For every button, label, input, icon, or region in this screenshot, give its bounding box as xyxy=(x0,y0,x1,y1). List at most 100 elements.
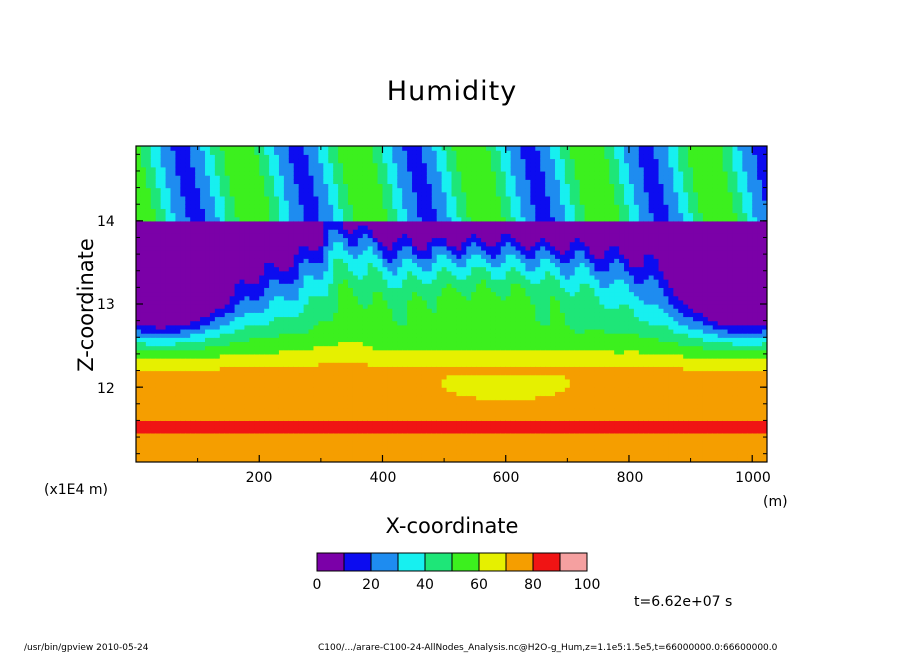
heatmap-cell xyxy=(259,304,265,309)
heatmap-cell xyxy=(303,183,310,189)
heatmap-cell xyxy=(357,262,364,268)
heatmap-cell xyxy=(436,237,443,243)
heatmap-cell xyxy=(224,320,231,326)
heatmap-cell xyxy=(441,333,448,338)
heatmap-cell xyxy=(347,208,354,214)
heatmap-cell xyxy=(303,249,310,255)
heatmap-cell xyxy=(318,341,324,347)
heatmap-cell xyxy=(308,208,315,214)
heatmap-cell xyxy=(426,158,433,164)
heatmap-cell xyxy=(150,407,157,413)
heatmap-cell xyxy=(205,403,211,409)
heatmap-cell xyxy=(170,158,177,164)
heatmap-cell xyxy=(150,220,157,226)
heatmap-cell xyxy=(367,391,374,397)
heatmap-cell xyxy=(205,453,211,459)
heatmap-cell xyxy=(219,416,226,422)
heatmap-cell xyxy=(165,453,172,459)
heatmap-cell xyxy=(214,274,221,280)
heatmap-cell xyxy=(357,449,364,455)
heatmap-cell xyxy=(293,391,300,397)
heatmap-cell xyxy=(136,146,142,151)
heatmap-cell xyxy=(219,216,226,222)
heatmap-cell xyxy=(402,366,408,372)
heatmap-cell xyxy=(165,166,172,172)
heatmap-cell xyxy=(254,274,260,280)
heatmap-cell xyxy=(160,241,167,247)
heatmap-cell xyxy=(234,383,241,388)
heatmap-cell xyxy=(328,362,334,367)
heatmap-cell xyxy=(397,383,403,388)
heatmap-cell xyxy=(249,437,255,442)
heatmap-cell xyxy=(412,432,418,438)
heatmap-cell xyxy=(145,287,152,293)
heatmap-cell xyxy=(456,441,462,446)
heatmap-cell xyxy=(224,383,231,388)
heatmap-cell xyxy=(140,449,147,455)
heatmap-cell xyxy=(288,249,295,255)
heatmap-cell xyxy=(140,195,147,201)
heatmap-cell xyxy=(367,333,374,338)
heatmap-cell xyxy=(431,175,438,180)
heatmap-cell xyxy=(426,229,433,234)
heatmap-cell xyxy=(451,370,458,376)
heatmap-cell xyxy=(382,187,389,193)
heatmap-cell xyxy=(372,233,379,239)
heatmap-cell xyxy=(205,358,211,363)
heatmap-cell xyxy=(234,254,241,259)
heatmap-cell xyxy=(274,212,280,218)
heatmap-cell xyxy=(205,175,211,180)
heatmap-cell xyxy=(200,274,206,280)
heatmap-cell xyxy=(431,341,438,347)
heatmap-cell xyxy=(357,254,364,259)
heatmap-cell xyxy=(209,316,216,322)
heatmap-cell xyxy=(165,270,172,276)
heatmap-cell xyxy=(397,287,403,293)
heatmap-cell xyxy=(392,175,398,180)
heatmap-cell xyxy=(214,220,221,226)
heatmap-cell xyxy=(357,358,364,363)
heatmap-cell xyxy=(140,441,147,446)
heatmap-cell xyxy=(219,349,226,355)
heatmap-cell xyxy=(328,324,334,330)
heatmap-cell xyxy=(338,308,344,313)
heatmap-cell xyxy=(269,233,275,239)
heatmap-cell xyxy=(392,337,398,343)
heatmap-cell xyxy=(205,337,211,343)
heatmap-cell xyxy=(392,241,398,247)
heatmap-cell xyxy=(421,304,428,309)
heatmap-cell xyxy=(150,324,157,330)
heatmap-cell xyxy=(298,374,305,380)
heatmap-cell xyxy=(274,457,280,462)
heatmap-cell xyxy=(283,158,290,164)
heatmap-cell xyxy=(318,245,324,251)
heatmap-cell xyxy=(259,208,265,214)
heatmap-cell xyxy=(416,220,423,226)
heatmap-cell xyxy=(224,299,231,305)
heatmap-cell xyxy=(416,412,423,417)
heatmap-cell xyxy=(160,412,167,417)
heatmap-cell xyxy=(298,424,305,430)
heatmap-cell xyxy=(397,245,403,251)
heatmap-cell xyxy=(402,166,408,172)
heatmap-cell xyxy=(387,387,393,392)
heatmap-cell xyxy=(328,374,334,380)
heatmap-cell xyxy=(180,445,186,451)
heatmap-cell xyxy=(185,274,191,280)
heatmap-cell xyxy=(328,449,334,455)
heatmap-cell xyxy=(274,229,280,234)
heatmap-cell xyxy=(421,146,428,151)
heatmap-cell xyxy=(456,333,462,338)
heatmap-cell xyxy=(254,158,260,164)
heatmap-cell xyxy=(298,345,305,351)
heatmap-cell xyxy=(446,254,453,259)
heatmap-cell xyxy=(264,399,270,405)
heatmap-cell xyxy=(239,166,246,172)
heatmap-cell xyxy=(347,449,354,455)
heatmap-cell xyxy=(303,150,310,155)
heatmap-cell xyxy=(451,362,458,367)
heatmap-cell xyxy=(293,225,300,230)
heatmap-cell xyxy=(402,249,408,255)
heatmap-cell xyxy=(136,308,142,313)
heatmap-cell xyxy=(288,279,295,284)
